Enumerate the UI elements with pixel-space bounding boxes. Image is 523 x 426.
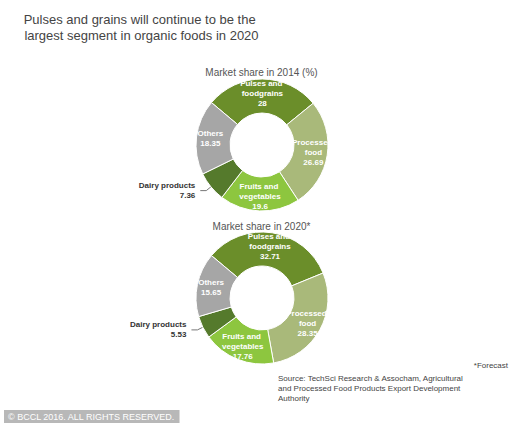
svg-text:17.76: 17.76	[233, 352, 254, 361]
svg-text:foodgrains: foodgrains	[242, 89, 284, 98]
svg-text:Dairy products: Dairy products	[139, 181, 196, 190]
svg-text:Source: TechSci Research & Ass: Source: TechSci Research & Assocham, Agr…	[278, 374, 465, 383]
svg-text:Fruits and: Fruits and	[222, 332, 263, 341]
svg-text:28.35: 28.35	[298, 329, 319, 338]
svg-text:and Processed Food Products Ex: and Processed Food Products Export Devel…	[278, 384, 463, 393]
svg-text:Processed: Processed	[292, 138, 335, 147]
svg-text:5.53: 5.53	[171, 330, 187, 339]
svg-text:© BCCL 2016. ALL RIGHTS RESERV: © BCCL 2016. ALL RIGHTS RESERVED.	[8, 412, 174, 422]
svg-text:food: food	[305, 148, 322, 157]
svg-text:Market share in 2014 (%): Market share in 2014 (%)	[205, 67, 317, 78]
svg-text:vegetables: vegetables	[222, 342, 264, 351]
svg-text:Others: Others	[198, 278, 224, 287]
svg-text:Pulses and: Pulses and	[240, 79, 284, 88]
svg-text:Pulses and grains will continu: Pulses and grains will continue to be th…	[24, 12, 260, 27]
svg-text:28: 28	[258, 99, 267, 108]
svg-text:vegetables: vegetables	[239, 192, 281, 201]
svg-text:largest segment in organic foo: largest segment in organic foods in 2020	[24, 28, 258, 43]
svg-text:Processed: Processed	[286, 309, 329, 318]
svg-text:Authority: Authority	[278, 394, 310, 403]
svg-text:19.6: 19.6	[252, 202, 268, 211]
svg-text:Fruits and: Fruits and	[240, 182, 281, 191]
svg-text:Dairy products: Dairy products	[130, 320, 187, 329]
svg-text:7.36: 7.36	[180, 191, 196, 200]
svg-text:18.35: 18.35	[200, 139, 221, 148]
svg-text:food: food	[299, 319, 316, 328]
svg-text:Others: Others	[197, 129, 223, 138]
svg-text:32.71: 32.71	[260, 252, 281, 261]
svg-text:foodgrains: foodgrains	[249, 242, 291, 251]
svg-text:15.65: 15.65	[201, 288, 222, 297]
svg-text:Market share in 2020*: Market share in 2020*	[213, 221, 311, 232]
svg-text:*Forecast: *Forecast	[474, 361, 509, 370]
svg-text:26.69: 26.69	[303, 158, 324, 167]
svg-text:Pulses and: Pulses and	[248, 232, 292, 241]
